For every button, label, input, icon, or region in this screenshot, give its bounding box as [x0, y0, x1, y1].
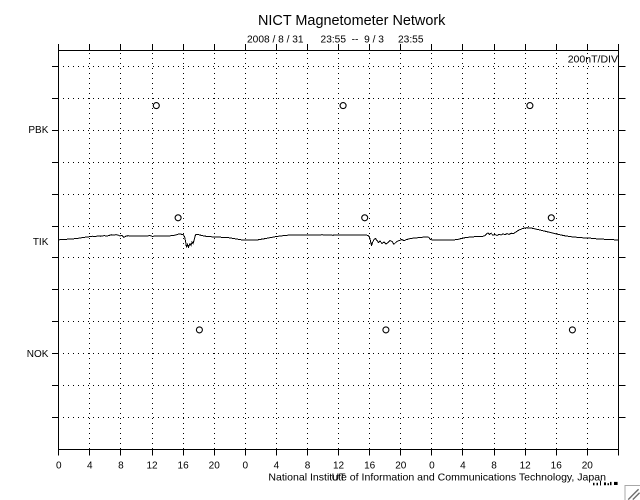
svg-text:16: 16: [178, 461, 190, 472]
svg-text:4: 4: [460, 461, 466, 472]
svg-text:12: 12: [520, 461, 532, 472]
svg-text:TIK: TIK: [33, 237, 49, 248]
svg-text:8: 8: [305, 461, 311, 472]
svg-text:12: 12: [333, 461, 345, 472]
svg-text:0: 0: [429, 461, 435, 472]
svg-text:8: 8: [491, 461, 497, 472]
svg-text:200nT/DIV: 200nT/DIV: [568, 53, 618, 65]
svg-text:16: 16: [364, 461, 376, 472]
svg-text:20: 20: [209, 461, 221, 472]
svg-text:12: 12: [146, 461, 158, 472]
svg-text:NOK: NOK: [27, 349, 49, 360]
svg-text:16: 16: [551, 461, 563, 472]
svg-text:0: 0: [56, 461, 62, 472]
svg-text:UT: UT: [332, 473, 347, 484]
svg-text:20: 20: [582, 461, 594, 472]
svg-text:4: 4: [87, 461, 93, 472]
svg-text:4: 4: [274, 461, 280, 472]
svg-text:PBK: PBK: [28, 125, 48, 136]
svg-text:2008 / 8 / 31 23:55 --: 2008 / 8 / 31 23:55 -- 9 / 3 23:55: [247, 35, 424, 46]
svg-text:0: 0: [243, 461, 249, 472]
svg-text:NICT Magnetometer Network: NICT Magnetometer Network: [258, 13, 446, 29]
svg-text:20: 20: [395, 461, 407, 472]
svg-text:8: 8: [118, 461, 124, 472]
svg-text:National Institute of Informat: National Institute of Information and Co…: [268, 473, 606, 484]
